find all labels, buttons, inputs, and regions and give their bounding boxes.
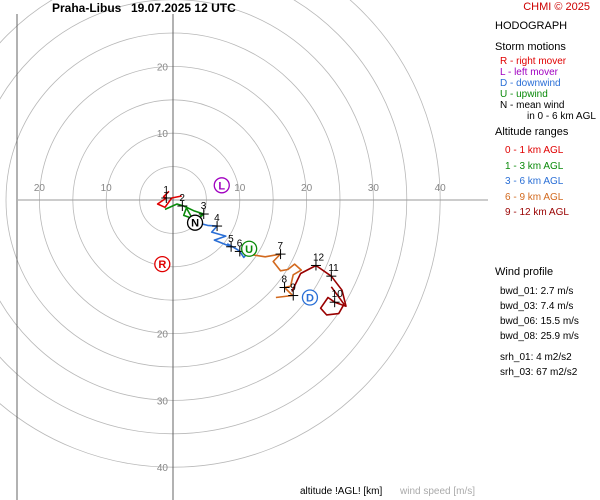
- altitude-ranges-title: Altitude ranges: [495, 126, 569, 138]
- x-tick-label: 20: [301, 183, 313, 194]
- storm-motion-markers: N L U R D: [154, 177, 319, 306]
- storm-legend-item: R - right mover: [500, 56, 567, 67]
- storm-legend-item: N - mean wind: [500, 100, 565, 111]
- altitude-label-7: 7: [278, 241, 284, 252]
- storm-marker-label-U: U: [245, 244, 253, 256]
- storm-marker-R: [154, 255, 171, 273]
- altitude-label-3: 3: [201, 201, 207, 212]
- station-name: Praha-Libus: [52, 1, 122, 15]
- x-tick-label: 10: [101, 183, 113, 194]
- wind-profile-item: bwd_03: 7.4 m/s: [500, 301, 574, 312]
- speed-rings: [0, 0, 441, 468]
- storm-marker-label-N: N: [191, 218, 199, 230]
- wind-profile-item: bwd_08: 25.9 m/s: [500, 331, 579, 342]
- altitude-legend-item: 1 - 3 km AGL: [505, 160, 564, 172]
- y-tick-label: 20: [157, 62, 169, 73]
- storm-marker-label-D: D: [306, 293, 314, 305]
- altitude-label-10: 10: [332, 289, 344, 300]
- altitude-unit-label: altitude !AGL! [km]: [300, 486, 383, 497]
- storm-legend-item: L - left mover: [500, 67, 558, 78]
- axis-tick-labels: 20 10 10 20 30 40 20 10 10 20 30 40: [34, 62, 446, 474]
- altitude-legend-item: 3 - 6 km AGL: [505, 176, 564, 187]
- altitude-legend-item: 6 - 9 km AGL: [505, 191, 564, 203]
- storm-legend-item: in 0 - 6 km AGL: [527, 111, 596, 122]
- wind-profile-item: srh_03: 67 m2/s2: [500, 367, 578, 378]
- hodograph-axes: [16, 14, 488, 500]
- altitude-label-6: 6: [237, 238, 243, 249]
- altitude-label-12: 12: [313, 252, 325, 263]
- storm-legend-item: U - upwind: [500, 89, 548, 100]
- altitude-label-1: 1: [163, 185, 169, 196]
- storm-marker-N: [186, 214, 204, 231]
- wind-profile-title: Wind profile: [495, 266, 554, 278]
- wind-profile-item: bwd_06: 15.5 m/s: [500, 316, 579, 327]
- speed-ring-40: [0, 0, 441, 468]
- storm-marker-label-R: R: [158, 259, 166, 271]
- x-tick-label: 10: [234, 183, 246, 194]
- y-tick-label: 10: [157, 129, 169, 140]
- storm-marker-U: [241, 240, 258, 257]
- wind-profile-item: bwd_01: 2.7 m/s: [500, 286, 574, 297]
- storm-motions-title: Storm motions: [495, 41, 566, 53]
- altitude-label-5: 5: [228, 234, 234, 245]
- hodograph-title: HODOGRAPH: [495, 20, 568, 32]
- storm-legend-item: D - downwind: [500, 78, 561, 89]
- altitude-label-11: 11: [328, 263, 339, 274]
- sounding-datetime: 19.07.2025 12 UTC: [131, 1, 236, 15]
- storm-marker-L: [213, 177, 230, 194]
- altitude-legend-item: 0 - 1 km AGL: [505, 145, 564, 156]
- altitude-label-2: 2: [179, 193, 185, 204]
- storm-marker-label-L: L: [218, 180, 225, 192]
- wind-trace-0-1km: [156, 190, 182, 209]
- altitude-label-8: 8: [282, 275, 288, 286]
- wind-speed-unit-label: wind speed [m/s]: [400, 486, 476, 497]
- storm-marker-D: [301, 289, 319, 306]
- y-tick-label: 40: [157, 463, 169, 474]
- x-tick-label: 30: [368, 183, 380, 194]
- chmi-credit: CHMI © 2025: [523, 1, 590, 13]
- y-tick-label: 20: [157, 330, 169, 341]
- altitude-label-9: 9: [290, 283, 296, 294]
- altitude-legend-item: 9 - 12 km AGL: [505, 207, 569, 218]
- wind-profile-item: srh_01: 4 m2/s2: [500, 352, 572, 363]
- y-tick-label: 30: [157, 396, 169, 407]
- altitude-label-4: 4: [214, 213, 220, 224]
- x-tick-label: 40: [435, 183, 447, 194]
- x-tick-label: 20: [34, 183, 46, 194]
